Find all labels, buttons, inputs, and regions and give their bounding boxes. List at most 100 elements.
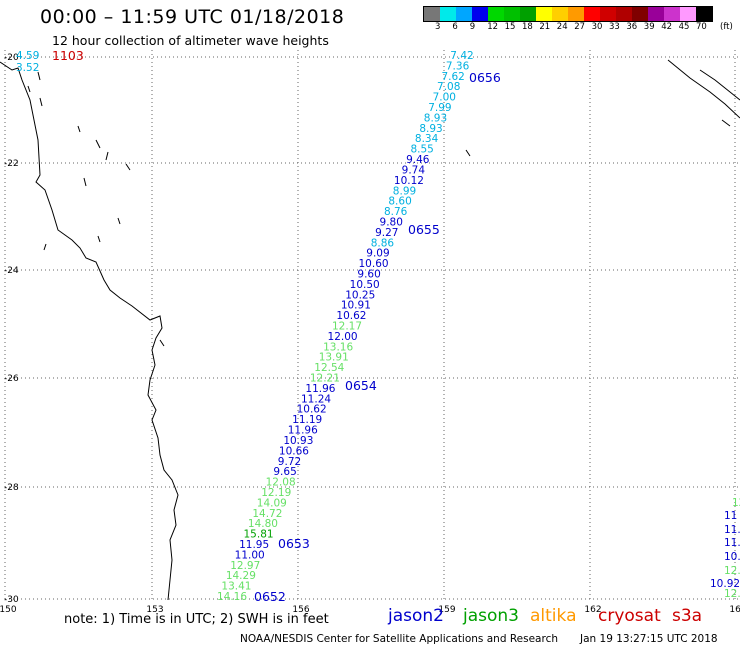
wave-height-value: 11.95 bbox=[239, 539, 269, 551]
pass-time-label: 1103 bbox=[52, 48, 84, 63]
wave-height-value: 9.74 bbox=[402, 164, 426, 176]
wave-height-value: 10.92 bbox=[710, 578, 740, 590]
wave-height-value: 8.99 bbox=[393, 185, 416, 197]
longitude-label: 153 bbox=[146, 605, 163, 615]
longitude-label: 150 bbox=[0, 605, 17, 615]
wave-height-value: 12.0 bbox=[724, 565, 740, 577]
color-scale-label: 27 bbox=[574, 22, 586, 32]
pass-time-label: 0656 bbox=[469, 70, 501, 85]
color-scale-bar bbox=[423, 6, 713, 22]
latitude-label: -26 bbox=[4, 374, 19, 384]
wave-height-value: 12.1 bbox=[724, 588, 740, 600]
wave-height-value: 11.24 bbox=[301, 393, 331, 405]
color-scale-swatch bbox=[472, 7, 488, 21]
latitude-label: -20 bbox=[4, 53, 19, 63]
wave-height-value: 4.59 bbox=[16, 50, 39, 62]
wave-height-value: 7.00 bbox=[433, 92, 456, 104]
color-scale-label: 36 bbox=[626, 22, 638, 32]
legend-item-jason2: jason2 bbox=[388, 606, 444, 626]
color-scale-label: 6 bbox=[452, 22, 458, 32]
wave-height-value: 7.42 bbox=[450, 50, 473, 62]
color-scale-swatch bbox=[616, 7, 632, 21]
color-scale-swatch bbox=[632, 7, 648, 21]
color-scale-label: 24 bbox=[556, 22, 568, 32]
color-scale-swatch bbox=[520, 7, 536, 21]
color-scale-swatch bbox=[648, 7, 664, 21]
legend-item-s3a: s3a bbox=[672, 606, 703, 626]
latitude-label: -22 bbox=[4, 159, 19, 169]
latitude-label: -30 bbox=[4, 595, 19, 605]
color-scale-label: 42 bbox=[661, 22, 673, 32]
wave-height-value: 8.34 bbox=[415, 133, 439, 145]
color-scale-swatch bbox=[552, 7, 568, 21]
wave-height-value: 14.16 bbox=[217, 591, 247, 603]
wave-height-value: 10.25 bbox=[345, 289, 375, 301]
color-scale-label: 12 bbox=[487, 22, 499, 32]
color-scale-label: 21 bbox=[539, 22, 551, 32]
wave-height-value: 14.80 bbox=[248, 518, 278, 530]
wave-height-value: 12.54 bbox=[314, 362, 344, 374]
wave-height-value: 13.16 bbox=[323, 341, 353, 353]
wave-height-value: 7.36 bbox=[446, 60, 470, 72]
color-scale-unit: (ft) bbox=[720, 22, 733, 32]
australia-coastline bbox=[0, 61, 179, 601]
wave-height-value: 12.97 bbox=[230, 560, 260, 572]
wave-height-value: 9.27 bbox=[375, 227, 398, 239]
wave-height-value: 12.21 bbox=[310, 373, 340, 385]
wave-height-value: 9.09 bbox=[366, 248, 389, 260]
wave-height-value: 10.66 bbox=[279, 445, 309, 457]
wave-height-value: 10.12 bbox=[394, 175, 424, 187]
wave-height-value: 8.76 bbox=[384, 206, 408, 218]
generation-timestamp: Jan 19 13:27:15 UTC 2018 bbox=[580, 633, 718, 645]
longitude-label: 162 bbox=[584, 605, 601, 615]
wave-height-value: 11.00 bbox=[235, 549, 265, 561]
wave-height-value: 12.17 bbox=[332, 321, 362, 333]
wave-height-value: 14.09 bbox=[257, 497, 287, 509]
color-scale-swatch bbox=[664, 7, 680, 21]
footer-credit: NOAA/NESDIS Center for Satellite Applica… bbox=[240, 633, 558, 645]
coast-islands bbox=[27, 71, 165, 347]
wave-height-value: 12 bbox=[732, 497, 740, 509]
wave-height-value: 8.93 bbox=[424, 112, 447, 124]
wave-height-value: 10.62 bbox=[297, 404, 327, 416]
new-caledonia-coastline bbox=[465, 59, 740, 157]
coastline bbox=[0, 59, 740, 601]
wave-height-value: 12.08 bbox=[266, 477, 296, 489]
wave-height-value: 9.80 bbox=[380, 216, 403, 228]
color-scale-label: 39 bbox=[643, 22, 655, 32]
color-scale-swatch bbox=[600, 7, 616, 21]
wave-height-value: 12.19 bbox=[261, 487, 291, 499]
color-scale-label: 9 bbox=[469, 22, 476, 32]
pass-time-label: 0652 bbox=[254, 589, 286, 604]
map-subtitle: 12 hour collection of altimeter wave hei… bbox=[52, 33, 329, 48]
wave-height-value: 11.19 bbox=[292, 414, 322, 426]
latitude-label: -28 bbox=[4, 483, 19, 493]
color-scale-label: 3 bbox=[435, 22, 441, 32]
wave-height-value: 8.60 bbox=[388, 196, 411, 208]
wave-height-value: 12.00 bbox=[328, 331, 358, 343]
latitude-label: -24 bbox=[4, 266, 19, 276]
color-scale-label: 45 bbox=[678, 22, 690, 32]
wave-height-value: 9.65 bbox=[273, 466, 296, 478]
longitude-label: 165 bbox=[729, 605, 740, 615]
wave-height-value: 10.7 bbox=[724, 551, 740, 563]
legend-item-cryosat: cryosat bbox=[598, 606, 661, 626]
pass-time-label: 0654 bbox=[345, 378, 377, 393]
color-scale-swatch bbox=[424, 7, 440, 21]
wave-height-value: 9.72 bbox=[278, 456, 301, 468]
color-scale-label: 70 bbox=[696, 22, 707, 32]
color-scale-label: 30 bbox=[591, 22, 603, 32]
color-scale-swatch bbox=[680, 7, 696, 21]
color-scale-swatch bbox=[696, 7, 712, 21]
wave-height-value: 8.55 bbox=[410, 144, 433, 156]
footer-note: note: 1) Time is in UTC; 2) SWH is in fe… bbox=[64, 612, 329, 627]
wave-height-value: 8.86 bbox=[371, 237, 395, 249]
wave-height-value: 13.41 bbox=[221, 581, 251, 593]
wave-height-value: 11.3 bbox=[724, 537, 740, 549]
wave-height-points: 7.427.367.627.087.007.998.938.938.348.55… bbox=[16, 48, 740, 604]
wave-height-value: 9.60 bbox=[357, 268, 380, 280]
wave-height-value: 9.46 bbox=[406, 154, 430, 166]
color-scale-swatch bbox=[568, 7, 584, 21]
wave-height-value: 7.08 bbox=[437, 81, 460, 93]
pass-time-label: 0653 bbox=[278, 536, 310, 551]
